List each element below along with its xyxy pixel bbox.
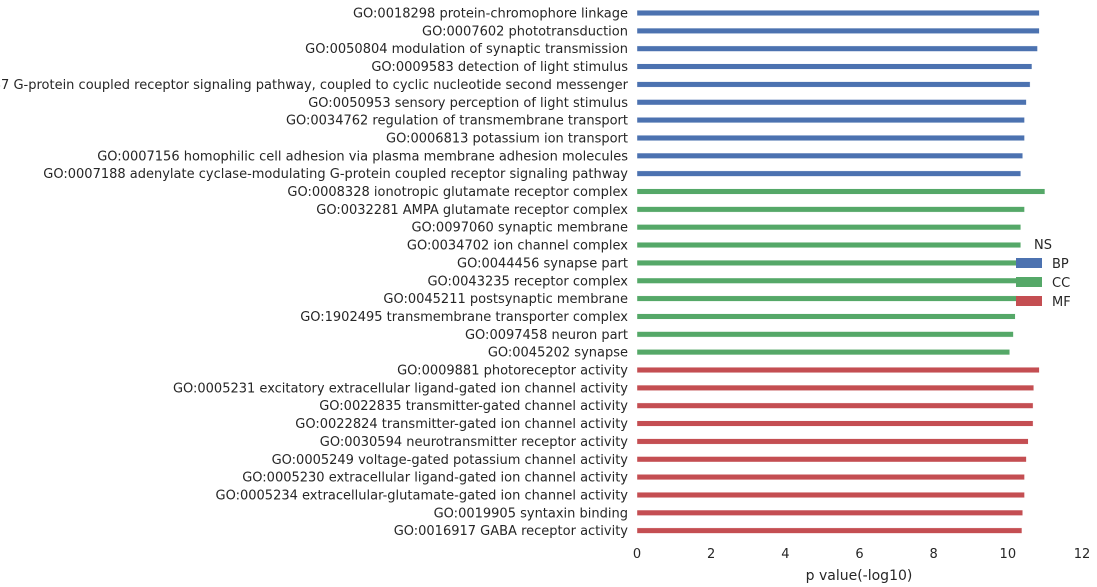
category-label: GO:0022835 transmitter-gated channel act…	[319, 399, 628, 414]
category-label: GO:0009881 photoreceptor activity	[397, 364, 628, 379]
category-label: GO:0007188 adenylate cyclase-modulating …	[43, 167, 628, 182]
bar-mf	[636, 367, 1040, 373]
category-label: GO:0097060 synaptic membrane	[411, 221, 628, 236]
legend-items: BP CC MF	[1016, 257, 1071, 310]
bar-cc	[636, 331, 1014, 338]
legend-swatch-bp	[1016, 258, 1042, 268]
category-label: GO:0050804 modulation of synaptic transm…	[305, 42, 628, 57]
x-tick-label: 8	[930, 547, 938, 562]
bar-mf	[636, 438, 1029, 445]
bar-mf	[636, 420, 1034, 427]
bar-bp	[636, 27, 1040, 34]
bar-cc	[636, 259, 1020, 266]
category-label: GO:0005249 voltage-gated potassium chann…	[272, 453, 629, 468]
x-tick-label: 6	[855, 547, 863, 562]
category-label: GO:0005234 extracellular-glutamate-gated…	[216, 488, 629, 503]
category-label: GO:0006813 potassium ion transport	[386, 131, 628, 146]
legend-title: NS	[1034, 238, 1052, 253]
bar-bp	[636, 45, 1038, 52]
category-label: GO:0022824 transmitter-gated ion channel…	[295, 417, 628, 432]
category-label: GO:0008328 ionotropic glutamate receptor…	[287, 185, 628, 200]
bar-bp	[636, 134, 1025, 141]
bars-layer	[636, 10, 1046, 534]
category-label: GO:0030594 neurotransmitter receptor act…	[320, 435, 629, 450]
x-tick-label: 0	[633, 547, 641, 562]
category-label: GO:0009583 detection of light stimulus	[371, 60, 628, 75]
legend-label-mf: MF	[1052, 295, 1071, 310]
category-label: GO:0018298 protein-chromophore linkage	[353, 7, 628, 22]
bar-mf	[636, 474, 1025, 481]
bar-mf	[636, 384, 1034, 391]
bar-mf	[636, 402, 1034, 409]
category-label: GO:0034702 ion channel complex	[407, 239, 628, 254]
category-label: GO:0007187 G-protein coupled receptor si…	[0, 78, 629, 93]
bar-bp	[636, 117, 1025, 124]
category-label: GO:0050953 sensory perception of light s…	[308, 96, 628, 111]
bar-bp	[636, 99, 1027, 106]
bar-mf	[636, 509, 1023, 516]
category-label: GO:0044456 synapse part	[457, 256, 628, 271]
legend-swatch-cc	[1016, 277, 1042, 287]
bar-mf	[636, 527, 1023, 534]
category-label: GO:0007602 phototransduction	[422, 24, 628, 39]
bar-bp	[636, 152, 1023, 159]
bar-cc	[636, 224, 1022, 231]
bar-bp	[636, 10, 1040, 16]
category-label: GO:0045211 postsynaptic membrane	[383, 292, 628, 307]
bar-mf	[636, 456, 1027, 463]
category-label: GO:0005231 excitatory extracellular liga…	[173, 381, 628, 396]
x-tick-label: 10	[1000, 547, 1017, 562]
legend-swatch-mf	[1016, 296, 1042, 306]
x-tick-label: 12	[1074, 547, 1091, 562]
legend-label-cc: CC	[1052, 276, 1070, 291]
legend-label-bp: BP	[1052, 257, 1069, 272]
category-label: GO:0016917 GABA receptor activity	[394, 524, 629, 539]
bar-cc	[636, 188, 1046, 195]
legend: NS BP CC MF	[1016, 238, 1071, 310]
category-label: GO:0043235 receptor complex	[427, 274, 628, 289]
x-tick-label: 2	[707, 547, 715, 562]
category-label: GO:0019905 syntaxin binding	[434, 506, 628, 521]
bar-bp	[636, 170, 1022, 177]
category-label: GO:0034762 regulation of transmembrane t…	[286, 114, 628, 129]
category-label: GO:0045202 synapse	[488, 346, 628, 361]
category-label: GO:0007156 homophilic cell adhesion via …	[97, 149, 628, 164]
x-axis-ticks: 0 2 4 6 8 10 12	[633, 547, 1090, 562]
category-label: GO:0005230 extracellular ligand-gated io…	[242, 471, 628, 486]
category-label: GO:1902495 transmembrane transporter com…	[300, 310, 628, 325]
bar-mf	[636, 492, 1025, 498]
bar-cc	[636, 277, 1018, 284]
bar-cc	[636, 349, 1010, 356]
category-labels: GO:0018298 protein-chromophore linkage GO…	[0, 7, 629, 540]
category-label: GO:0032281 AMPA glutamate receptor compl…	[316, 203, 628, 218]
bar-bp	[636, 63, 1033, 70]
category-label: GO:0097458 neuron part	[465, 328, 628, 343]
bar-cc	[636, 313, 1016, 320]
bar-cc	[636, 206, 1025, 213]
bar-cc	[636, 295, 1018, 302]
bar-bp	[636, 81, 1031, 88]
x-axis-label: p value(-log10)	[806, 568, 913, 584]
x-tick-label: 4	[781, 547, 789, 562]
bar-cc	[636, 242, 1022, 249]
